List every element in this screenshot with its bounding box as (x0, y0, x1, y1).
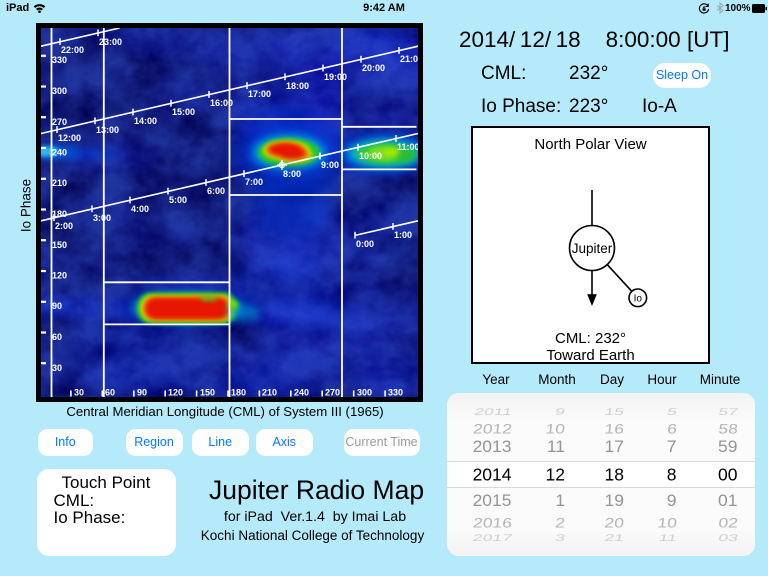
svg-text:180: 180 (52, 209, 67, 219)
svg-text:30: 30 (74, 388, 84, 398)
svg-text:19:00: 19:00 (324, 72, 347, 82)
svg-text:16:00: 16:00 (210, 98, 233, 108)
svg-text:300: 300 (52, 86, 67, 96)
svg-text:14:00: 14:00 (134, 116, 157, 126)
svg-text:150: 150 (200, 388, 215, 398)
svg-text:21:00: 21:00 (400, 54, 423, 64)
svg-text:210: 210 (52, 178, 67, 188)
svg-text:300: 300 (357, 388, 372, 398)
svg-text:23:00: 23:00 (99, 37, 122, 47)
svg-text:330: 330 (52, 55, 67, 65)
svg-text:60: 60 (52, 332, 62, 342)
svg-text:270: 270 (52, 117, 67, 127)
svg-text:90: 90 (137, 388, 147, 398)
svg-text:8:00: 8:00 (283, 169, 301, 179)
svg-text:150: 150 (52, 240, 67, 250)
svg-text:18:00: 18:00 (286, 81, 309, 91)
svg-text:22:00: 22:00 (61, 45, 84, 55)
svg-text:90: 90 (52, 301, 62, 311)
svg-text:17:00: 17:00 (248, 89, 271, 99)
svg-text:1:00: 1:00 (394, 230, 412, 240)
svg-text:10:00: 10:00 (359, 151, 382, 161)
svg-text:Jupiter: Jupiter (572, 241, 613, 256)
svg-text:20:00: 20:00 (362, 63, 385, 73)
svg-text:330: 330 (388, 388, 403, 398)
svg-text:60: 60 (105, 388, 115, 398)
svg-text:240: 240 (52, 148, 67, 158)
svg-text:6:00: 6:00 (207, 186, 225, 196)
svg-text:240: 240 (294, 388, 309, 398)
svg-text:210: 210 (262, 388, 277, 398)
svg-text:0:00: 0:00 (356, 239, 374, 249)
svg-text:9:00: 9:00 (321, 160, 339, 170)
svg-text:7:00: 7:00 (245, 177, 263, 187)
svg-text:5:00: 5:00 (169, 195, 187, 205)
svg-text:4:00: 4:00 (131, 204, 149, 214)
svg-text:270: 270 (325, 388, 340, 398)
svg-text:120: 120 (168, 388, 183, 398)
svg-text:15:00: 15:00 (172, 107, 195, 117)
svg-text:Io: Io (634, 294, 643, 305)
svg-text:11:00: 11:00 (397, 142, 420, 152)
svg-text:120: 120 (52, 271, 67, 281)
svg-text:2:00: 2:00 (55, 221, 73, 231)
svg-text:13:00: 13:00 (96, 125, 119, 135)
svg-text:12:00: 12:00 (58, 133, 81, 143)
svg-text:180: 180 (231, 388, 246, 398)
svg-text:3:00: 3:00 (93, 213, 111, 223)
svg-text:30: 30 (52, 363, 62, 373)
